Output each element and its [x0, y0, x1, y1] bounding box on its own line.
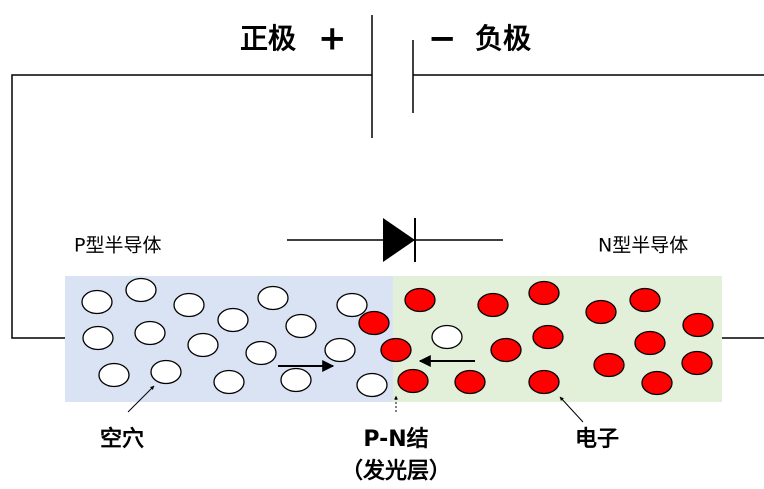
hole	[134, 320, 166, 346]
electron	[397, 368, 429, 394]
holes	[81, 277, 463, 398]
electron	[528, 369, 560, 395]
electron	[593, 352, 625, 378]
hole	[336, 292, 368, 318]
circuit	[11, 15, 764, 339]
hole	[285, 313, 317, 339]
hole	[245, 340, 277, 366]
electron	[490, 337, 522, 363]
hole-label: 空穴	[100, 426, 144, 452]
electrons	[358, 280, 714, 396]
electron-pointer	[559, 396, 584, 423]
hole	[81, 289, 113, 315]
hole	[173, 292, 205, 318]
electron	[681, 350, 713, 376]
hole	[280, 367, 312, 393]
electron	[404, 287, 436, 313]
hole	[257, 285, 289, 311]
hole	[125, 277, 157, 303]
electron	[358, 310, 390, 336]
junction-label: P-N结	[363, 426, 428, 452]
electron	[641, 370, 673, 396]
minus-sign: −	[428, 19, 457, 59]
hole	[98, 362, 130, 388]
hole	[213, 369, 245, 395]
electron	[477, 292, 509, 318]
plus-sign: +	[318, 19, 347, 59]
electron	[634, 330, 666, 356]
hole	[356, 372, 388, 398]
hole	[324, 337, 356, 363]
diode-symbol	[287, 218, 503, 262]
electron	[454, 369, 486, 395]
n-type-label: N型半导体	[598, 235, 688, 257]
electron	[585, 299, 617, 325]
negative-label: 负极	[475, 22, 531, 55]
wire-left	[11, 74, 372, 339]
hole-pointer	[127, 385, 155, 413]
hole	[431, 324, 463, 350]
p-type-label: P型半导体	[74, 235, 161, 257]
hole	[217, 307, 249, 333]
hole	[150, 359, 182, 385]
hole	[82, 325, 114, 351]
electron	[629, 287, 661, 313]
positive-label: 正极	[240, 22, 296, 55]
electron	[380, 337, 412, 363]
junction-sublabel: （发光层）	[341, 458, 451, 484]
hole	[187, 332, 219, 358]
electron	[682, 312, 714, 338]
electron	[528, 280, 560, 306]
diode-triangle	[383, 218, 415, 262]
electron	[532, 324, 564, 350]
electron-label: 电子	[575, 427, 619, 452]
